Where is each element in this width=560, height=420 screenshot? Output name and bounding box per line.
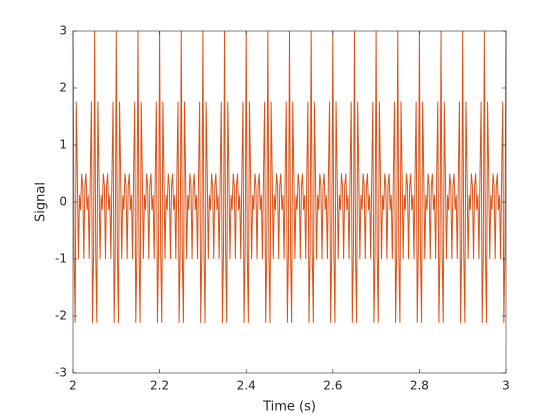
x-tick-label: 2: [69, 379, 77, 393]
x-tick-label: 3: [502, 379, 510, 393]
y-tick-label: 1: [59, 138, 67, 152]
x-tick-label: 2.6: [323, 379, 342, 393]
y-tick-label: -2: [55, 309, 67, 323]
y-tick-label: 3: [59, 24, 67, 38]
x-tick-label: 2.2: [150, 379, 169, 393]
y-tick-label: -3: [55, 366, 67, 380]
x-tick-label: 2.8: [410, 379, 429, 393]
y-axis-label: Signal: [34, 182, 49, 222]
y-tick-label: 2: [59, 81, 67, 95]
x-tick-label: 2.4: [237, 379, 256, 393]
y-tick-label: 0: [59, 195, 67, 209]
x-axis-label: Time (s): [262, 400, 316, 415]
y-tick-label: -1: [55, 252, 67, 266]
